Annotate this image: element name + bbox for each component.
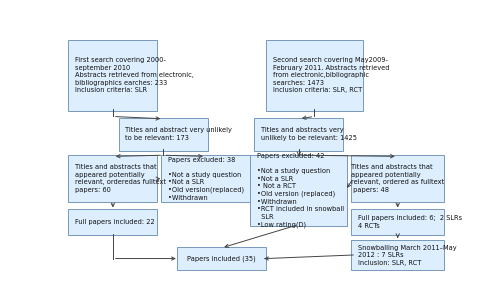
Text: Papers included (35): Papers included (35): [187, 255, 256, 262]
FancyBboxPatch shape: [162, 155, 250, 202]
Text: Titles and abstracts very
unlikely to be relevant: 1425: Titles and abstracts very unlikely to be…: [261, 127, 357, 141]
FancyBboxPatch shape: [351, 240, 444, 270]
FancyBboxPatch shape: [68, 209, 158, 235]
FancyBboxPatch shape: [254, 118, 344, 150]
Text: Titles and abstracts that
appeared potentially
relevant, ordered as fulltext
 pa: Titles and abstracts that appeared poten…: [351, 164, 444, 193]
Text: Papers excluded: 38

•Not a study question
•Not a SLR
•Old version(replaced)
•Wi: Papers excluded: 38 •Not a study questio…: [168, 157, 244, 201]
FancyBboxPatch shape: [351, 209, 444, 235]
Text: Second search covering May2009-
February 2011. Abstracts retrieved
from electron: Second search covering May2009- February…: [272, 57, 389, 93]
FancyBboxPatch shape: [68, 40, 158, 111]
FancyBboxPatch shape: [118, 118, 208, 150]
Text: Papers excluded: 42

•Not a study question
•Not a SLR
• Not a RCT
•Old version (: Papers excluded: 42 •Not a study questio…: [257, 153, 344, 228]
Text: First search covering 2000-
september 2010
Abstracts retrieved from electronic,
: First search covering 2000- september 20…: [75, 57, 194, 93]
FancyBboxPatch shape: [250, 155, 348, 226]
Text: Snowballing March 2011–May
2012 : 7 SLRs
Inclusion: SLR, RCT: Snowballing March 2011–May 2012 : 7 SLRs…: [358, 245, 456, 266]
Text: Full papers included: 22: Full papers included: 22: [75, 219, 154, 225]
FancyBboxPatch shape: [351, 155, 444, 202]
Text: Full papers included: 6;  2 SLRs
4 RCTs: Full papers included: 6; 2 SLRs 4 RCTs: [358, 215, 462, 229]
Text: Titles and abstracts that
appeared potentially
relevant, orderedas fulltext
pape: Titles and abstracts that appeared poten…: [75, 164, 166, 193]
Text: Titles and abstract very unlikely
to be relevant: 173: Titles and abstract very unlikely to be …: [126, 127, 232, 141]
FancyBboxPatch shape: [177, 247, 266, 270]
FancyBboxPatch shape: [68, 155, 158, 202]
FancyBboxPatch shape: [266, 40, 363, 111]
